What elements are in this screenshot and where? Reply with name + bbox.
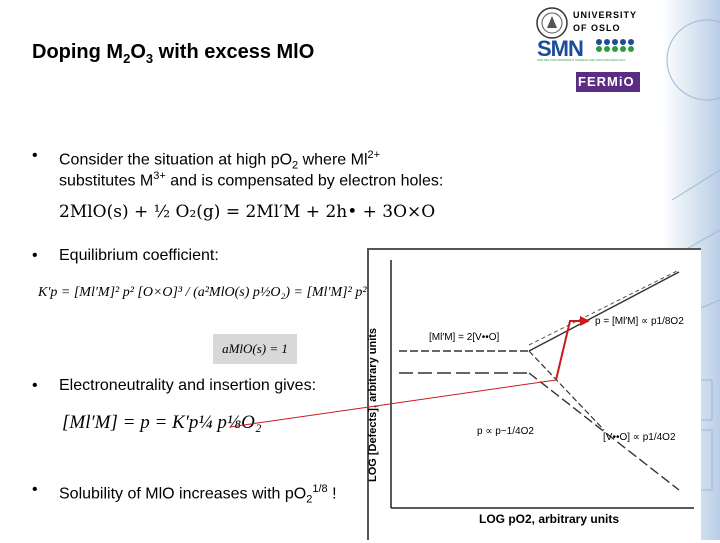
smn-subtitle: CENTRE FOR MATERIALS SCIENCE AND NANOTEC…	[537, 58, 626, 62]
bullet-marker: •	[32, 147, 38, 164]
bullet-1-line1: Consider the situation at high pO2 where…	[59, 149, 381, 172]
defect-diagram: LOG [Defects], arbitrary units LOG pO2, …	[367, 248, 701, 540]
fermio-logo: FERMiO	[576, 72, 640, 92]
y-axis-label: LOG [Defects], arbitrary units	[367, 327, 379, 482]
hole-concentration-line	[528, 271, 680, 352]
insertion-equation: [Ml′M] = p = K′p¼ p⅛O₂	[62, 412, 262, 433]
slide-title: Doping M2O3 with excess MlO	[32, 41, 315, 66]
equilibrium-coefficient-equation: K′p = [Ml′M]² p² [O×O]³ / (a²MlO(s) p½O₂…	[38, 285, 412, 300]
bullet-marker: •	[32, 377, 38, 394]
university-name-line2: OF OSLO	[573, 23, 621, 33]
smn-logo: SMN CENTRE FOR MATERIALS SCIENCE AND NAN…	[537, 36, 641, 62]
label-p-low: p ∝ p−1/4O2	[477, 426, 534, 437]
fermio-logo-text: FERMiO	[578, 74, 635, 89]
hole-low-line	[528, 350, 605, 431]
university-seal-icon	[536, 7, 568, 39]
bullet-marker: •	[32, 247, 38, 264]
label-v-low: [V••O] ∝ p1/4O2	[603, 432, 676, 443]
activity-note-box: aMlO(s) = 1	[213, 334, 297, 364]
bullet-4-text: Solubility of MlO increases with pO21/8 …	[59, 483, 337, 506]
bullet-2-text: Equilibrium coefficient:	[59, 247, 219, 264]
smn-logo-text: SMN	[537, 36, 584, 61]
bullet-1-line2: substitutes M3+ and is compensated by el…	[59, 170, 444, 190]
university-logo: UNIVERSITY OF OSLO	[536, 6, 656, 42]
bullet-marker: •	[32, 481, 38, 498]
smn-dots-icon	[596, 39, 634, 52]
x-axis-label: LOG pO2, arbitrary units	[479, 512, 620, 526]
bullet-3-text: Electroneutrality and insertion gives:	[59, 377, 317, 394]
defect-reaction-equation: 2MlO(s) + ½ O₂(g) = 2Ml′M + 2h• + 3O×O	[59, 202, 436, 222]
ml-concentration-line	[528, 269, 680, 346]
label-p-high: p = [Ml′M] ∝ p1/8O2	[595, 316, 684, 327]
university-name-line1: UNIVERSITY	[573, 10, 638, 20]
label-equal: [Ml′M] = 2[V••O]	[429, 332, 500, 343]
